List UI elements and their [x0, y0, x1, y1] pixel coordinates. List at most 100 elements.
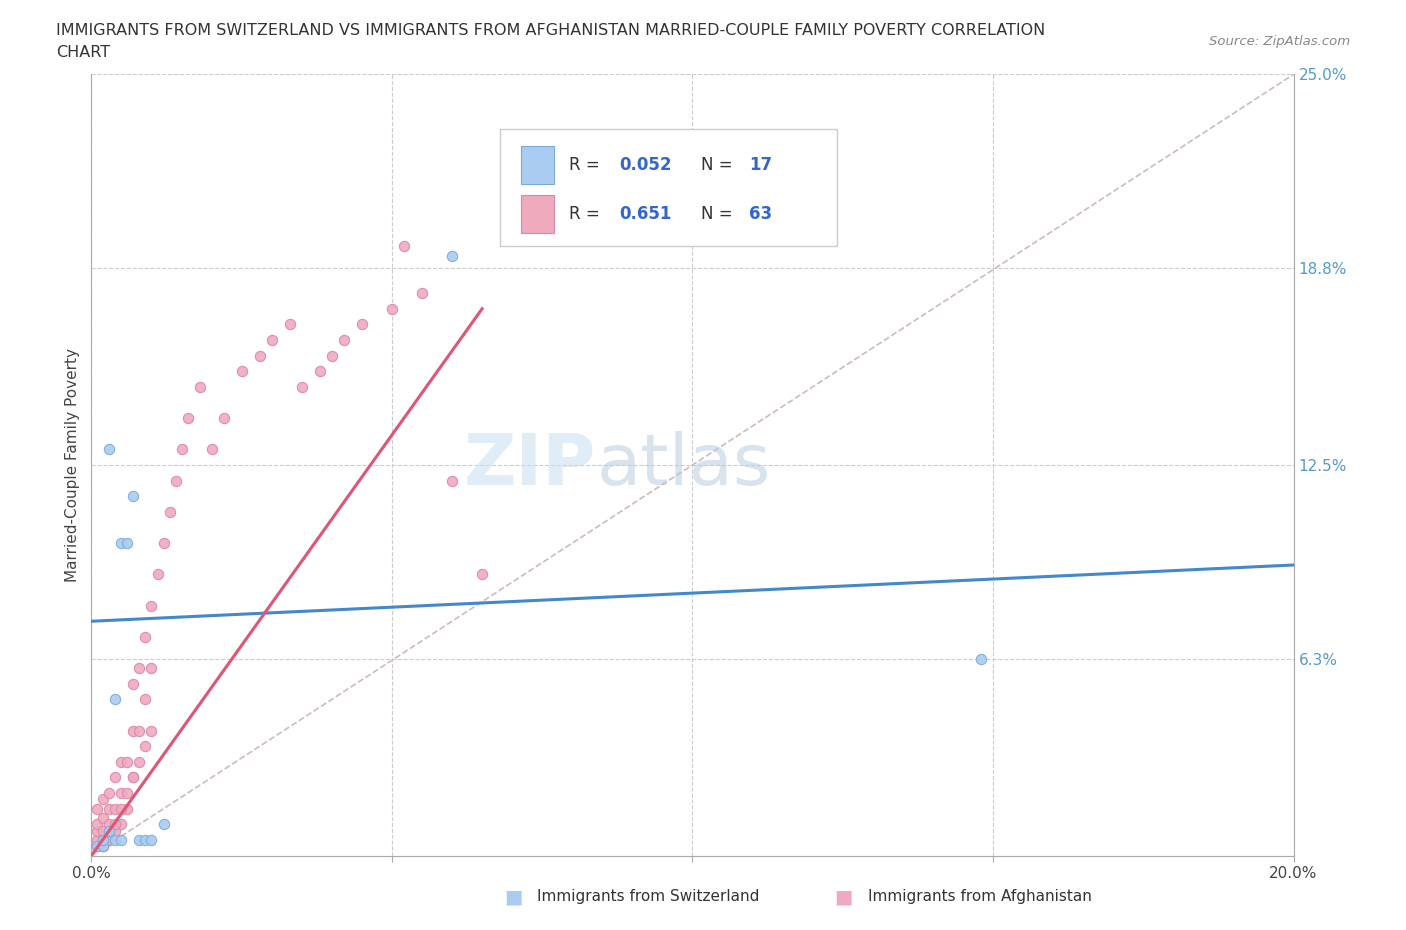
Point: [321, 348, 343, 363]
Point: [134, 832, 156, 847]
Point: [141, 660, 163, 675]
Point: [98, 832, 121, 847]
Point: [93, 839, 115, 854]
Point: [249, 348, 271, 363]
Point: [110, 754, 132, 769]
Point: [165, 473, 187, 488]
Point: [392, 239, 415, 254]
Text: Source: ZipAtlas.com: Source: ZipAtlas.com: [1209, 35, 1350, 48]
Point: [86, 839, 108, 854]
Text: R =: R =: [568, 156, 605, 174]
Point: [471, 567, 494, 582]
Text: ■: ■: [834, 887, 853, 906]
Point: [93, 792, 115, 807]
Point: [134, 692, 156, 707]
Point: [110, 832, 132, 847]
Point: [134, 738, 156, 753]
Point: [86, 802, 108, 817]
Point: [141, 832, 163, 847]
Point: [86, 839, 108, 854]
Point: [170, 442, 193, 457]
Point: [122, 770, 145, 785]
Text: 63: 63: [749, 206, 772, 223]
Text: 0.052: 0.052: [619, 156, 672, 174]
Point: [110, 786, 132, 801]
Point: [440, 473, 463, 488]
Point: [134, 630, 156, 644]
Point: [122, 770, 145, 785]
Text: 17: 17: [749, 156, 772, 174]
Point: [159, 504, 181, 519]
Point: [333, 333, 356, 348]
Point: [110, 802, 132, 817]
Text: Immigrants from Afghanistan: Immigrants from Afghanistan: [868, 889, 1091, 904]
Point: [176, 411, 198, 426]
Point: [98, 786, 121, 801]
Point: [93, 839, 115, 854]
Point: [128, 660, 150, 675]
Point: [141, 598, 163, 613]
Point: [98, 442, 121, 457]
Point: [117, 802, 139, 817]
Point: [128, 832, 150, 847]
Point: [93, 823, 115, 838]
Text: 0.651: 0.651: [619, 206, 672, 223]
FancyBboxPatch shape: [501, 129, 837, 246]
Point: [122, 676, 145, 691]
Point: [104, 802, 127, 817]
Point: [93, 832, 115, 847]
Text: R =: R =: [568, 206, 605, 223]
Point: [86, 832, 108, 847]
Point: [117, 754, 139, 769]
Text: CHART: CHART: [56, 45, 110, 60]
Point: [260, 333, 283, 348]
Point: [141, 724, 163, 738]
Point: [104, 823, 127, 838]
Text: IMMIGRANTS FROM SWITZERLAND VS IMMIGRANTS FROM AFGHANISTAN MARRIED-COUPLE FAMILY: IMMIGRANTS FROM SWITZERLAND VS IMMIGRANT…: [56, 23, 1046, 38]
Point: [98, 817, 121, 831]
Text: ■: ■: [503, 887, 523, 906]
Text: ZIP: ZIP: [464, 431, 596, 499]
Text: Immigrants from Switzerland: Immigrants from Switzerland: [537, 889, 759, 904]
Point: [291, 379, 314, 394]
Point: [104, 692, 127, 707]
FancyBboxPatch shape: [520, 146, 554, 184]
Point: [104, 832, 127, 847]
Text: N =: N =: [700, 156, 738, 174]
Y-axis label: Married-Couple Family Poverty: Married-Couple Family Poverty: [65, 348, 80, 582]
Point: [201, 442, 224, 457]
Point: [110, 817, 132, 831]
Point: [212, 411, 235, 426]
Point: [98, 832, 121, 847]
Text: N =: N =: [700, 206, 738, 223]
Point: [350, 317, 373, 332]
Point: [152, 817, 174, 831]
Point: [122, 724, 145, 738]
Point: [122, 489, 145, 504]
Point: [98, 802, 121, 817]
Point: [93, 832, 115, 847]
Point: [86, 823, 108, 838]
Point: [308, 364, 330, 379]
Point: [128, 754, 150, 769]
Point: [146, 567, 169, 582]
Point: [381, 301, 404, 316]
Point: [110, 536, 132, 551]
Point: [278, 317, 301, 332]
Point: [440, 248, 463, 263]
Point: [152, 536, 174, 551]
Point: [128, 724, 150, 738]
Point: [93, 811, 115, 826]
Point: [117, 786, 139, 801]
Point: [104, 770, 127, 785]
Point: [411, 286, 433, 300]
Point: [104, 817, 127, 831]
FancyBboxPatch shape: [520, 195, 554, 233]
Point: [970, 651, 993, 666]
Point: [188, 379, 211, 394]
Point: [86, 817, 108, 831]
Point: [231, 364, 253, 379]
Point: [117, 536, 139, 551]
Point: [98, 823, 121, 838]
Point: [93, 839, 115, 854]
